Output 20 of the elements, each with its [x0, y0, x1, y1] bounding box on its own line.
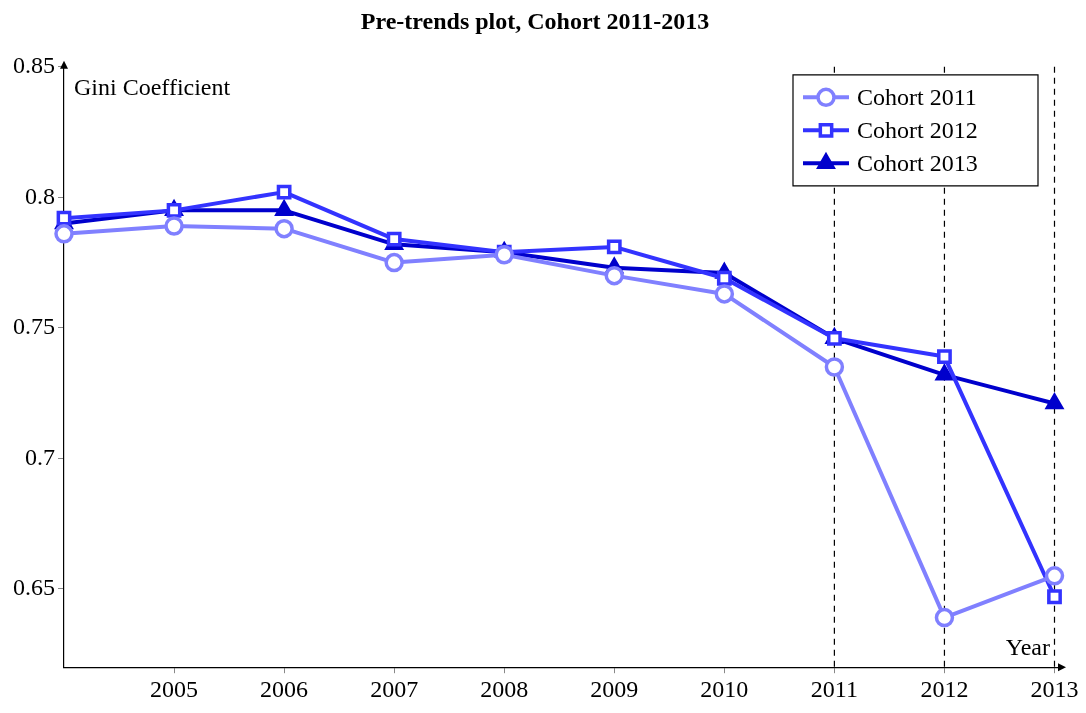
- y-tick-label: 0.8: [25, 182, 55, 209]
- y-tick-label: 0.85: [13, 52, 55, 79]
- y-tick-label: 0.65: [13, 574, 55, 601]
- x-tick-label: 2011: [810, 675, 858, 702]
- y-tick-label: 0.7: [25, 443, 55, 470]
- legend-label: Cohort 2011: [857, 83, 977, 110]
- y-tick-label: 0.75: [13, 313, 55, 340]
- x-tick-label: 2007: [370, 675, 419, 702]
- chart-title: Pre-trends plot, Cohort 2011-2013: [360, 7, 710, 34]
- x-tick-label: 2009: [590, 675, 639, 702]
- x-tick-label: 2008: [480, 675, 529, 702]
- x-tick-label: 2012: [920, 675, 969, 702]
- x-tick-label: 2005: [150, 675, 199, 702]
- x-tick-label: 2010: [700, 675, 749, 702]
- x-axis-title: Year: [1005, 634, 1050, 661]
- y-axis-title: Gini Coefficient: [74, 74, 231, 101]
- x-tick-label: 2013: [1030, 675, 1079, 702]
- x-tick-label: 2006: [260, 675, 309, 702]
- legend-label: Cohort 2012: [857, 116, 978, 143]
- legend-label: Cohort 2013: [857, 149, 978, 176]
